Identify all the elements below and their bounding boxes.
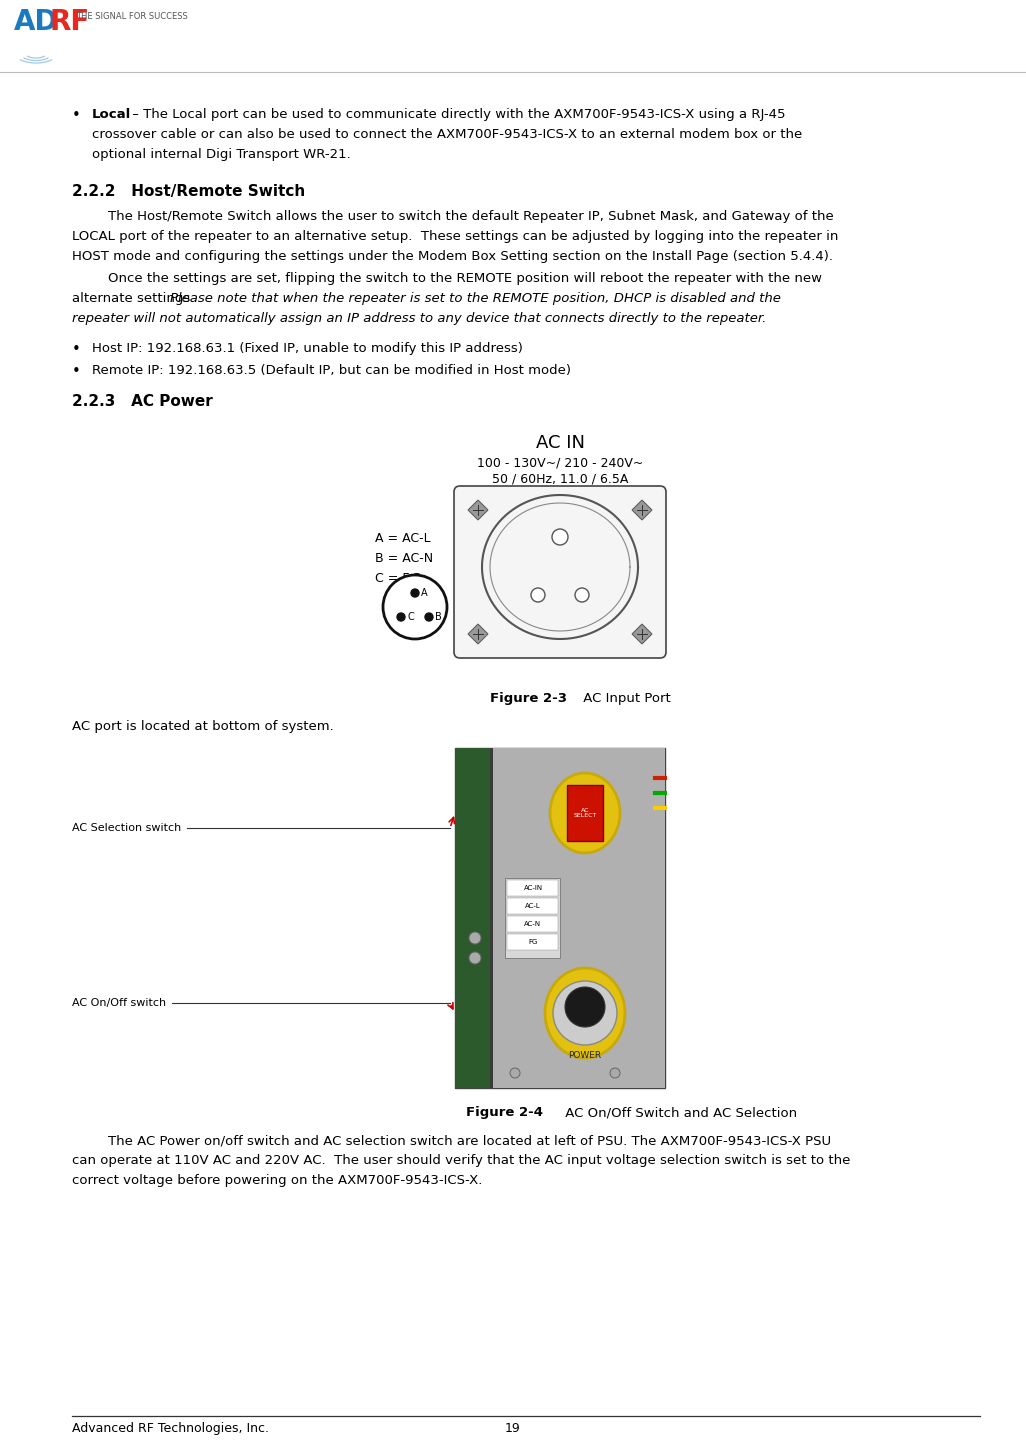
- Text: THE SIGNAL FOR SUCCESS: THE SIGNAL FOR SUCCESS: [76, 12, 188, 20]
- Circle shape: [610, 1069, 620, 1077]
- Text: Local: Local: [92, 108, 131, 121]
- Circle shape: [411, 590, 419, 597]
- Circle shape: [531, 588, 545, 601]
- Circle shape: [553, 981, 617, 1045]
- Text: AC-IN: AC-IN: [523, 885, 543, 891]
- Circle shape: [510, 1069, 520, 1077]
- Text: A: A: [421, 588, 428, 598]
- Text: AC Input Port: AC Input Port: [562, 692, 671, 705]
- Circle shape: [425, 613, 433, 622]
- Text: Remote IP: 192.168.63.5 (Default IP, but can be modified in Host mode): Remote IP: 192.168.63.5 (Default IP, but…: [92, 364, 571, 377]
- Circle shape: [397, 613, 405, 622]
- FancyBboxPatch shape: [455, 748, 665, 1088]
- Text: AC-L: AC-L: [525, 903, 541, 909]
- Text: Once the settings are set, flipping the switch to the REMOTE position will reboo: Once the settings are set, flipping the …: [108, 272, 822, 285]
- Text: •: •: [72, 108, 81, 122]
- Bar: [507, 933, 558, 949]
- Text: correct voltage before powering on the AXM700F-9543-ICS-X.: correct voltage before powering on the A…: [72, 1174, 482, 1187]
- Ellipse shape: [545, 968, 625, 1059]
- Text: C = F.G: C = F.G: [374, 572, 422, 585]
- Bar: [507, 898, 558, 914]
- Circle shape: [469, 952, 481, 964]
- Bar: [567, 785, 603, 842]
- Text: AC IN: AC IN: [536, 434, 585, 451]
- Text: The AC Power on/off switch and AC selection switch are located at left of PSU. T: The AC Power on/off switch and AC select…: [108, 1134, 831, 1147]
- Text: Advanced RF Technologies, Inc.: Advanced RF Technologies, Inc.: [72, 1423, 269, 1436]
- Text: POWER: POWER: [568, 1051, 601, 1060]
- Text: AC Selection switch: AC Selection switch: [72, 823, 182, 833]
- Text: 19: 19: [505, 1423, 521, 1436]
- Text: Figure 2-3: Figure 2-3: [490, 692, 567, 705]
- Bar: [507, 916, 558, 932]
- Text: 2.2.2   Host/Remote Switch: 2.2.2 Host/Remote Switch: [72, 183, 306, 199]
- Text: The Host/Remote Switch allows the user to switch the default Repeater IP, Subnet: The Host/Remote Switch allows the user t…: [108, 210, 834, 223]
- Text: Figure 2-4: Figure 2-4: [466, 1107, 543, 1120]
- Text: 2.2.3   AC Power: 2.2.3 AC Power: [72, 395, 212, 409]
- Text: •: •: [72, 364, 81, 379]
- Text: AD: AD: [14, 7, 58, 36]
- Text: AC
SELECT: AC SELECT: [574, 808, 597, 818]
- Text: – The Local port can be used to communicate directly with the AXM700F-9543-ICS-X: – The Local port can be used to communic…: [128, 108, 786, 121]
- Text: 50 / 60Hz, 11.0 / 6.5A: 50 / 60Hz, 11.0 / 6.5A: [491, 472, 628, 485]
- Polygon shape: [632, 499, 652, 520]
- Polygon shape: [468, 499, 488, 520]
- Text: C: C: [407, 612, 413, 622]
- Circle shape: [383, 575, 447, 639]
- Text: A = AC-L: A = AC-L: [374, 531, 431, 545]
- Text: HOST mode and configuring the settings under the Modem Box Setting section on th: HOST mode and configuring the settings u…: [72, 250, 833, 264]
- Polygon shape: [468, 625, 488, 644]
- Text: Please note that when the repeater is set to the REMOTE position, DHCP is disabl: Please note that when the repeater is se…: [170, 293, 781, 304]
- Text: LOCAL port of the repeater to an alternative setup.  These settings can be adjus: LOCAL port of the repeater to an alterna…: [72, 230, 838, 243]
- Text: repeater will not automatically assign an IP address to any device that connects: repeater will not automatically assign a…: [72, 312, 766, 325]
- Text: FG: FG: [528, 939, 538, 945]
- Text: RF: RF: [50, 7, 90, 36]
- Text: B: B: [435, 612, 442, 622]
- Ellipse shape: [550, 773, 620, 853]
- Text: AC On/Off Switch and AC Selection: AC On/Off Switch and AC Selection: [544, 1107, 797, 1120]
- Circle shape: [575, 588, 589, 601]
- Polygon shape: [632, 625, 652, 644]
- Bar: [494, 748, 665, 1088]
- Text: Host IP: 192.168.63.1 (Fixed IP, unable to modify this IP address): Host IP: 192.168.63.1 (Fixed IP, unable …: [92, 342, 523, 355]
- FancyBboxPatch shape: [453, 486, 666, 658]
- Circle shape: [552, 529, 568, 545]
- Text: optional internal Digi Transport WR-21.: optional internal Digi Transport WR-21.: [92, 149, 351, 162]
- Text: AC port is located at bottom of system.: AC port is located at bottom of system.: [72, 721, 333, 732]
- Bar: [505, 878, 560, 958]
- Text: crossover cable or can also be used to connect the AXM700F-9543-ICS-X to an exte: crossover cable or can also be used to c…: [92, 128, 802, 141]
- Text: AC-N: AC-N: [524, 922, 542, 927]
- Text: 100 - 130V~/ 210 - 240V~: 100 - 130V~/ 210 - 240V~: [477, 456, 643, 469]
- Text: •: •: [72, 342, 81, 357]
- Circle shape: [469, 932, 481, 943]
- Text: can operate at 110V AC and 220V AC.  The user should verify that the AC input vo: can operate at 110V AC and 220V AC. The …: [72, 1155, 851, 1168]
- Bar: [507, 879, 558, 895]
- Text: AC On/Off switch: AC On/Off switch: [72, 997, 166, 1008]
- Text: alternate settings.: alternate settings.: [72, 293, 203, 304]
- Text: B = AC-N: B = AC-N: [374, 552, 433, 565]
- Circle shape: [565, 987, 605, 1026]
- Bar: [455, 748, 490, 1088]
